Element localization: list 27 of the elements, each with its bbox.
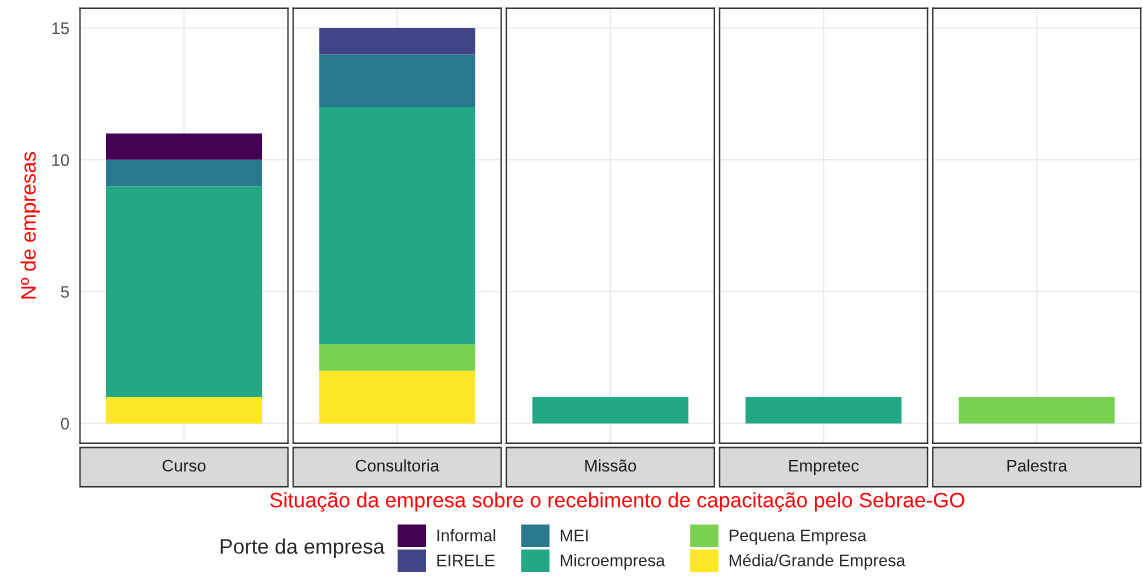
legend-label: Informal bbox=[437, 529, 496, 542]
category-label: Empretec bbox=[789, 459, 859, 475]
category-label: Palestra bbox=[1007, 459, 1068, 472]
bar bbox=[319, 344, 476, 371]
legend-label: Média/Grande Empresa bbox=[729, 553, 906, 570]
bar bbox=[319, 370, 476, 424]
y-tick-label: 15 bbox=[52, 22, 69, 35]
bar bbox=[106, 133, 262, 160]
bar bbox=[319, 27, 476, 55]
x-tick-label: Curso bbox=[162, 459, 206, 472]
y-tick-label: 10 bbox=[52, 154, 69, 166]
bar bbox=[106, 159, 262, 187]
bar bbox=[319, 54, 476, 108]
x-axis-title: Situação da empresa sobre o recebimento de capacitação pelo Sebrae-GO bbox=[270, 492, 965, 512]
legend-label: EIRELE bbox=[437, 554, 495, 567]
legend-label: Microempresa bbox=[560, 554, 666, 570]
y-tick-label: 5 bbox=[60, 286, 69, 298]
legend-title: Porte da empresa bbox=[220, 538, 385, 558]
y-axis-title: Nº de empresas bbox=[20, 152, 40, 299]
bar bbox=[319, 107, 476, 345]
category-label: Consultoria bbox=[355, 459, 440, 472]
legend-label: Pequena Empresa bbox=[729, 529, 867, 545]
legend-label: MEI bbox=[560, 529, 588, 542]
category-label: Missão bbox=[585, 459, 637, 472]
y-tick-label: 0 bbox=[60, 417, 69, 430]
bar bbox=[106, 186, 262, 398]
bar bbox=[106, 397, 262, 424]
